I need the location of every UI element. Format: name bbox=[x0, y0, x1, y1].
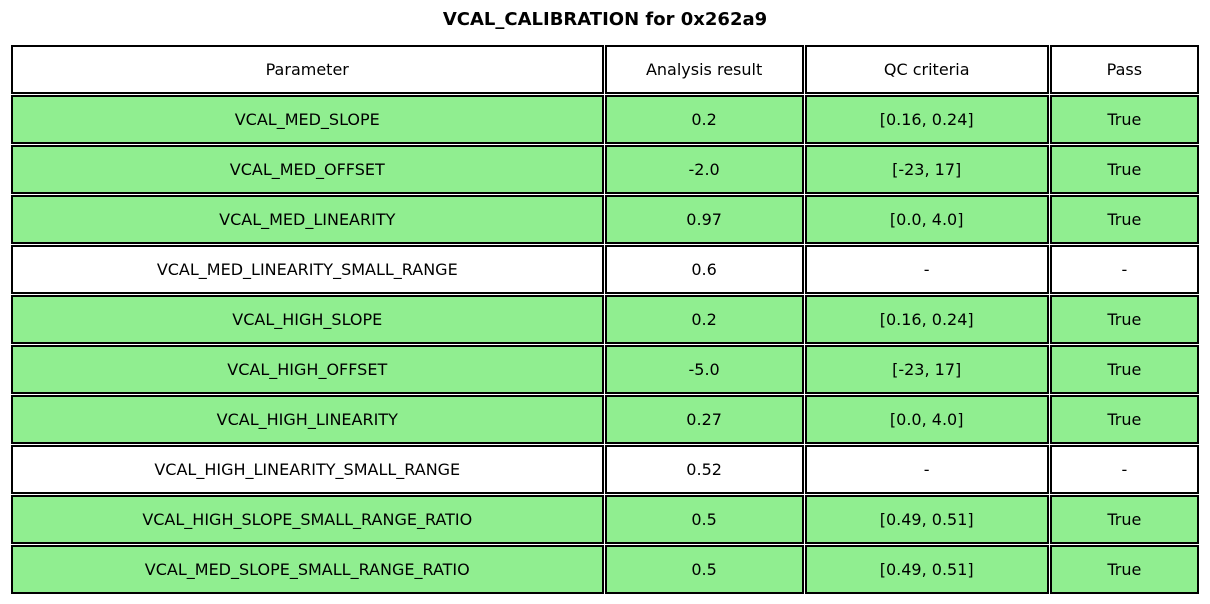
cell-analysis-result: 0.52 bbox=[604, 445, 804, 494]
table-header-row: Parameter Analysis result QC criteria Pass bbox=[11, 45, 1199, 94]
cell-parameter: VCAL_MED_SLOPE bbox=[11, 95, 604, 144]
column-header-analysis-result: Analysis result bbox=[604, 45, 804, 94]
cell-qc-criteria: [0.16, 0.24] bbox=[804, 295, 1049, 344]
cell-pass: - bbox=[1049, 445, 1199, 494]
cell-pass: True bbox=[1049, 495, 1199, 544]
chart-title: VCAL_CALIBRATION for 0x262a9 bbox=[442, 9, 768, 30]
cell-qc-criteria: [0.49, 0.51] bbox=[804, 495, 1049, 544]
cell-analysis-result: 0.5 bbox=[604, 545, 804, 594]
cell-parameter: VCAL_HIGH_LINEARITY_SMALL_RANGE bbox=[11, 445, 604, 494]
cell-qc-criteria: [0.16, 0.24] bbox=[804, 95, 1049, 144]
cell-analysis-result: -5.0 bbox=[604, 345, 804, 394]
cell-qc-criteria: - bbox=[804, 445, 1049, 494]
cell-pass: True bbox=[1049, 395, 1199, 444]
table-row: VCAL_HIGH_LINEARITY 0.27 [0.0, 4.0] True bbox=[11, 395, 1199, 444]
cell-pass: True bbox=[1049, 345, 1199, 394]
cell-qc-criteria: [0.0, 4.0] bbox=[804, 195, 1049, 244]
table-row: VCAL_MED_OFFSET -2.0 [-23, 17] True bbox=[11, 145, 1199, 194]
cell-analysis-result: 0.2 bbox=[604, 95, 804, 144]
cell-parameter: VCAL_HIGH_SLOPE bbox=[11, 295, 604, 344]
cell-parameter: VCAL_HIGH_OFFSET bbox=[11, 345, 604, 394]
table-row: VCAL_HIGH_OFFSET -5.0 [-23, 17] True bbox=[11, 345, 1199, 394]
table-row: VCAL_HIGH_SLOPE 0.2 [0.16, 0.24] True bbox=[11, 295, 1199, 344]
column-header-parameter: Parameter bbox=[11, 45, 604, 94]
column-header-pass: Pass bbox=[1049, 45, 1199, 94]
cell-analysis-result: 0.6 bbox=[604, 245, 804, 294]
cell-analysis-result: 0.27 bbox=[604, 395, 804, 444]
cell-pass: True bbox=[1049, 295, 1199, 344]
cell-pass: True bbox=[1049, 545, 1199, 594]
cell-analysis-result: 0.97 bbox=[604, 195, 804, 244]
cell-qc-criteria: [0.49, 0.51] bbox=[804, 545, 1049, 594]
table-row: VCAL_MED_LINEARITY 0.97 [0.0, 4.0] True bbox=[11, 195, 1199, 244]
cell-parameter: VCAL_HIGH_LINEARITY bbox=[11, 395, 604, 444]
cell-analysis-result: 0.2 bbox=[604, 295, 804, 344]
cell-pass: True bbox=[1049, 195, 1199, 244]
cell-parameter: VCAL_MED_LINEARITY bbox=[11, 195, 604, 244]
cell-analysis-result: -2.0 bbox=[604, 145, 804, 194]
cell-qc-criteria: [0.0, 4.0] bbox=[804, 395, 1049, 444]
table-row: VCAL_HIGH_SLOPE_SMALL_RANGE_RATIO 0.5 [0.4… bbox=[11, 495, 1199, 544]
cell-parameter: VCAL_MED_OFFSET bbox=[11, 145, 604, 194]
qc-table: Parameter Analysis result QC criteria Pass … bbox=[10, 44, 1200, 595]
cell-pass: - bbox=[1049, 245, 1199, 294]
cell-pass: True bbox=[1049, 95, 1199, 144]
table-container: VCAL_CALIBRATION for 0x262a9 Parameter An… bbox=[10, 0, 1200, 595]
table-row: VCAL_MED_SLOPE 0.2 [0.16, 0.24] True bbox=[11, 95, 1199, 144]
cell-parameter: VCAL_MED_LINEARITY_SMALL_RANGE bbox=[11, 245, 604, 294]
table-row: VCAL_MED_LINEARITY_SMALL_RANGE 0.6- - bbox=[11, 245, 1199, 294]
table-row: VCAL_MED_SLOPE_SMALL_RANGE_RATIO 0.5 [0.49… bbox=[11, 545, 1199, 594]
cell-qc-criteria: [-23, 17] bbox=[804, 345, 1049, 394]
cell-analysis-result: 0.5 bbox=[604, 495, 804, 544]
cell-pass: True bbox=[1049, 145, 1199, 194]
column-header-qc-criteria: QC criteria bbox=[804, 45, 1049, 94]
cell-parameter: VCAL_HIGH_SLOPE_SMALL_RANGE_RATIO bbox=[11, 495, 604, 544]
cell-parameter: VCAL_MED_SLOPE_SMALL_RANGE_RATIO bbox=[11, 545, 604, 594]
table-row: VCAL_HIGH_LINEARITY_SMALL_RANGE 0.52- - bbox=[11, 445, 1199, 494]
cell-qc-criteria: - bbox=[804, 245, 1049, 294]
cell-qc-criteria: [-23, 17] bbox=[804, 145, 1049, 194]
table-body: VCAL_MED_SLOPE 0.2 [0.16, 0.24] True VCAL_ME… bbox=[11, 95, 1199, 594]
